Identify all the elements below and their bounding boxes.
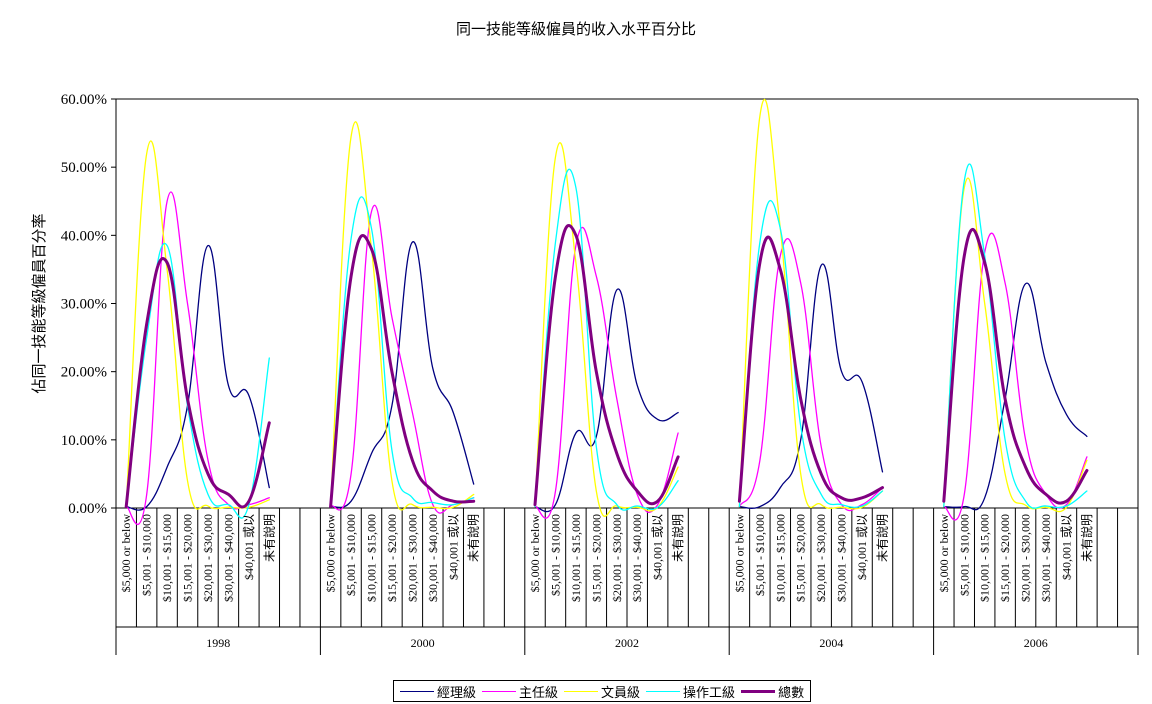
category-label: $5,001 - $10,000 — [957, 514, 971, 596]
y-tick-label: 0.00% — [68, 501, 107, 517]
category-label: 未有說明 — [1079, 514, 1094, 562]
category-label: $30,001 - $40,000 — [630, 514, 644, 602]
y-tick-label: 40.00% — [61, 228, 107, 244]
legend-swatch — [400, 690, 434, 692]
category-label: $5,000 or below — [528, 514, 542, 593]
category-label: $30,001 - $40,000 — [835, 514, 849, 602]
category-label: $5,000 or below — [324, 514, 338, 593]
category-label: $15,001 - $20,000 — [181, 514, 195, 602]
series-line-1-1998 — [125, 191, 270, 526]
series-line-0-2006 — [943, 282, 1088, 511]
legend-swatch — [482, 690, 517, 692]
category-label: $5,001 - $10,000 — [344, 514, 358, 596]
category-label: $40,001 或以 — [855, 514, 869, 580]
group-label: 2000 — [411, 636, 435, 650]
category-label: $20,001 - $30,000 — [201, 514, 215, 602]
category-label: $40,001 或以 — [242, 514, 256, 580]
axis-labels: 0.00% 10.00% 20.00% 30.00% 40.00% 50.00% 60.00… — [30, 92, 1094, 650]
series-line-1-2004 — [738, 238, 884, 512]
y-axis-title: 佔同一技能等級僱員百分率 — [30, 213, 48, 393]
series-line-3-1998 — [125, 242, 270, 519]
series-line-1-2002 — [534, 226, 679, 519]
category-label: $20,001 - $30,000 — [610, 514, 624, 602]
category-label: $10,001 - $15,000 — [773, 514, 787, 602]
category-label: 未有說明 — [261, 514, 276, 562]
category-label: $15,001 - $20,000 — [385, 514, 399, 602]
category-label: $5,000 or below — [732, 514, 746, 593]
category-label: $40,001 或以 — [651, 514, 665, 580]
series-line-3-2004 — [738, 199, 884, 508]
category-label: $10,001 - $15,000 — [978, 514, 992, 602]
series-line-0-1998 — [125, 244, 270, 511]
category-label: $5,000 or below — [937, 514, 951, 593]
series-lines — [124, 98, 1089, 526]
legend-item: 主任級 — [482, 682, 558, 701]
series-line-4-2000 — [329, 234, 476, 509]
series-line-0-2002 — [534, 288, 679, 513]
series-line-2-2000 — [329, 121, 475, 511]
series-line-2-2006 — [943, 177, 1088, 513]
legend-label: 文員級 — [601, 685, 641, 701]
legend-item: 總數 — [741, 682, 804, 701]
category-label: $10,001 - $15,000 — [569, 514, 583, 602]
legend-swatch — [741, 689, 776, 693]
category-label: $40,001 或以 — [446, 514, 460, 580]
category-label: $20,001 - $30,000 — [814, 514, 828, 602]
y-tick-label: 20.00% — [61, 365, 107, 381]
category-label: 未有說明 — [875, 514, 890, 562]
series-line-4-1998 — [124, 257, 271, 509]
y-tick-label: 60.00% — [61, 92, 107, 108]
category-label: 未有說明 — [670, 514, 685, 562]
legend-item: 經理級 — [400, 682, 476, 701]
y-tick-label: 30.00% — [61, 297, 107, 313]
category-label: $30,001 - $40,000 — [221, 514, 235, 602]
group-label: 1998 — [206, 636, 230, 650]
series-line-3-2002 — [534, 168, 679, 511]
group-label: 2002 — [615, 636, 639, 650]
category-label: $15,001 - $20,000 — [794, 514, 808, 602]
legend-swatch — [564, 690, 599, 692]
category-label: 未有說明 — [466, 514, 481, 562]
series-line-4-2002 — [533, 224, 680, 507]
category-label: $30,001 - $40,000 — [1039, 514, 1053, 602]
group-label: 2006 — [1024, 636, 1048, 650]
series-line-0-2000 — [329, 241, 475, 509]
category-label: $15,001 - $20,000 — [589, 514, 603, 602]
y-tick-label: 10.00% — [61, 433, 107, 449]
category-label: $40,001 或以 — [1059, 514, 1073, 580]
legend-label: 經理級 — [437, 685, 477, 701]
category-label: $5,000 or below — [119, 514, 133, 593]
category-label: $5,001 - $10,000 — [140, 514, 154, 596]
series-line-1-2000 — [329, 204, 475, 514]
legend-label: 操作工級 — [683, 685, 736, 701]
category-label: $10,001 - $15,000 — [365, 514, 379, 602]
category-label: $10,001 - $15,000 — [160, 514, 174, 602]
legend-label: 主任級 — [519, 685, 559, 701]
series-line-0-2004 — [738, 263, 884, 509]
category-label: $5,001 - $10,000 — [548, 514, 562, 596]
series-line-2-2004 — [738, 98, 884, 510]
category-label: $20,001 - $30,000 — [1019, 514, 1033, 602]
series-line-4-2004 — [737, 235, 884, 503]
series-line-2-1998 — [125, 140, 270, 510]
legend-label: 總數 — [778, 685, 805, 701]
group-label: 2004 — [819, 636, 843, 650]
category-label: $30,001 - $40,000 — [426, 514, 440, 602]
legend-swatch — [646, 690, 681, 692]
category-label: $15,001 - $20,000 — [998, 514, 1012, 602]
series-line-1-2006 — [943, 232, 1088, 521]
y-tick-label: 50.00% — [61, 160, 107, 176]
series-line-3-2006 — [943, 163, 1088, 509]
legend: 經理級 主任級 文員級 操作工級 總數 — [393, 680, 812, 702]
series-line-4-2006 — [942, 228, 1089, 505]
series-line-2-2002 — [534, 142, 679, 517]
series-line-3-2000 — [329, 196, 475, 508]
legend-item: 文員級 — [564, 682, 640, 701]
category-label: $20,001 - $30,000 — [405, 514, 419, 602]
legend-item: 操作工級 — [646, 682, 735, 701]
category-label: $5,001 - $10,000 — [753, 514, 767, 596]
chart-title: 同一技能等級僱員的收入水平百分比 — [455, 20, 696, 38]
